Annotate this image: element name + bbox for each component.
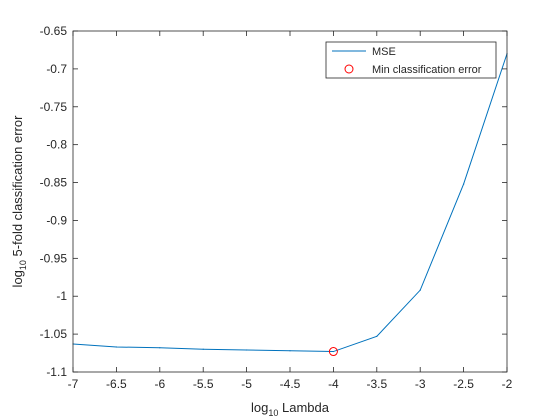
y-axis-label-rest: 5-fold classification error [10, 115, 25, 260]
x-tick-label: -3 [415, 377, 426, 391]
y-tick-label: -1 [56, 289, 67, 303]
x-axis-label: log10 Lambda [251, 400, 330, 418]
y-tick-label: -0.95 [40, 251, 68, 265]
x-axis-label-base: log [251, 400, 268, 415]
legend: MSE Min classification error [325, 41, 497, 79]
x-tick-label: -4.5 [280, 377, 301, 391]
legend-label-min-error: Min classification error [372, 64, 482, 76]
plot-area [73, 31, 507, 372]
mse-point [463, 183, 465, 185]
x-tick-label: -2 [502, 377, 513, 391]
y-tick-label: -1.05 [40, 327, 68, 341]
y-tick-label: -0.75 [40, 100, 68, 114]
y-axis-label-subscript: 10 [18, 260, 28, 270]
x-tick-label: -6 [154, 377, 165, 391]
y-axis: -1.1 -1.05 -1 -0.95 -0.9 -0.85 -0.8 -0.75 -0.7 -0… [40, 24, 507, 379]
x-tick-label: -4 [328, 377, 339, 391]
mse-point [115, 346, 117, 348]
y-tick-label: -0.9 [46, 213, 67, 227]
y-axis-label-base: log [10, 270, 25, 287]
x-tick-label: -5 [241, 377, 252, 391]
x-tick-label: -3.5 [366, 377, 387, 391]
x-tick-label: -6.5 [106, 377, 127, 391]
x-axis-label-subscript: 10 [268, 408, 278, 418]
x-tick-label: -2.5 [453, 377, 474, 391]
x-axis-label-rest: Lambda [278, 400, 329, 415]
mse-point [202, 348, 204, 350]
legend-box [325, 41, 497, 79]
mse-point [246, 349, 248, 351]
x-tick-label: -5.5 [193, 377, 214, 391]
mse-point [419, 289, 421, 291]
legend-label-mse: MSE [372, 46, 396, 58]
y-tick-label: -1.1 [46, 365, 67, 379]
mse-point [159, 347, 161, 349]
mse-point [289, 350, 291, 352]
mse-point [376, 335, 378, 337]
mse-point [332, 350, 334, 353]
y-tick-label: -0.7 [46, 62, 67, 76]
y-axis-label: log10 5-fold classification error [10, 115, 28, 288]
x-tick-label: -7 [68, 377, 79, 391]
y-tick-label: -0.65 [40, 24, 68, 38]
y-tick-label: -0.8 [46, 138, 67, 152]
y-tick-label: -0.85 [40, 176, 68, 190]
x-axis: -7 -6.5 -6 -5.5 -5 -4.5 -4 -3.5 -3 -2.5 -2 [68, 31, 513, 391]
min-error-marker [328, 347, 338, 357]
legend-swatch-min-error [344, 64, 354, 74]
